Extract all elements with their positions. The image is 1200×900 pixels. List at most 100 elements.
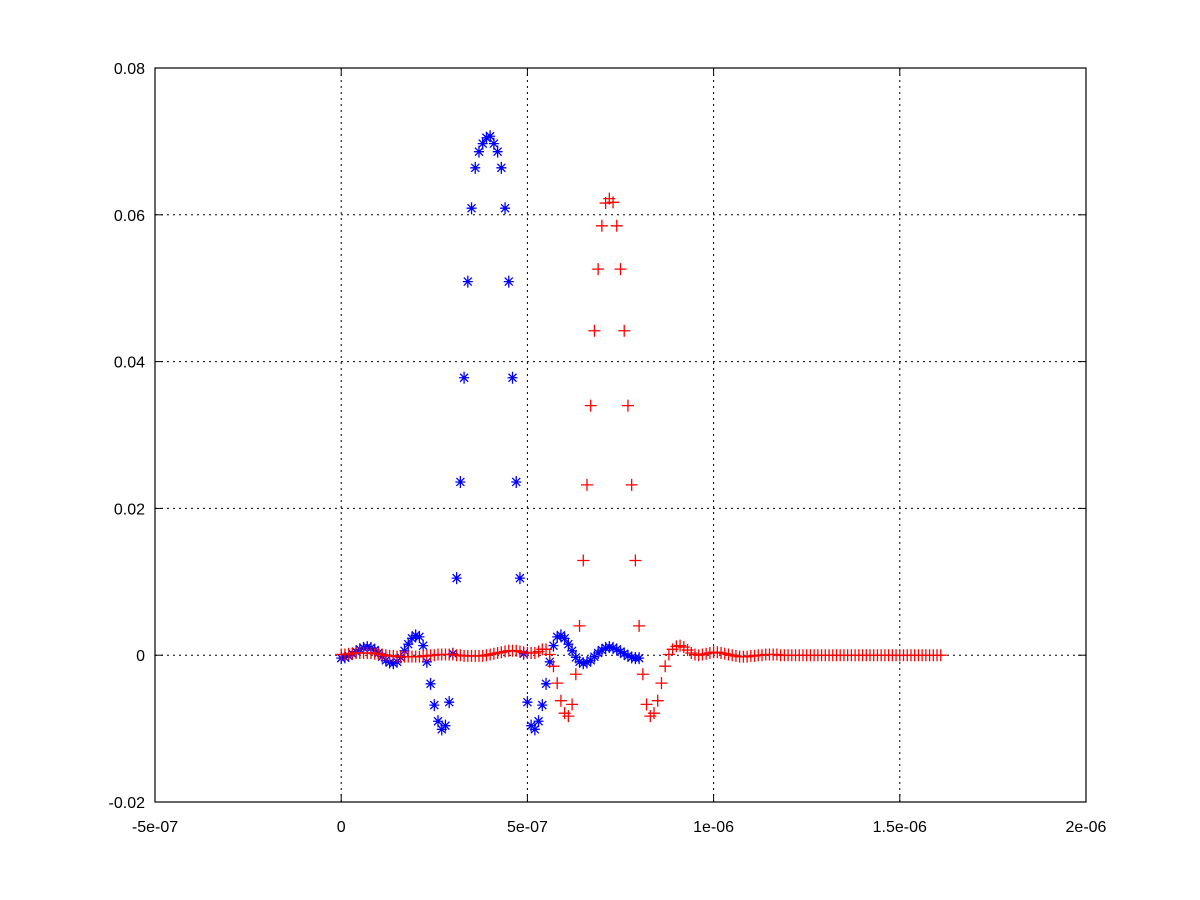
data-point — [596, 644, 607, 657]
data-point — [554, 694, 567, 707]
x-tick-label: 2e-06 — [1066, 819, 1107, 836]
y-tick-label: -0.02 — [109, 795, 146, 812]
data-point — [433, 715, 444, 728]
data-point — [625, 478, 638, 491]
y-tick-label: 0.08 — [114, 61, 145, 78]
x-tick-label: -5e-07 — [132, 819, 178, 836]
x-tick-label: 5e-07 — [507, 819, 548, 836]
data-point — [485, 130, 496, 143]
data-point — [511, 475, 522, 488]
data-point — [514, 572, 525, 585]
data-point — [659, 660, 672, 673]
data-point — [533, 715, 544, 728]
data-point — [425, 677, 436, 690]
data-point — [529, 723, 540, 736]
data-point — [562, 710, 575, 723]
data-point — [466, 202, 477, 215]
data-point — [570, 651, 581, 664]
data-point — [496, 161, 507, 174]
data-point — [621, 399, 634, 412]
data-point — [410, 629, 421, 642]
y-tick-label: 0.06 — [114, 208, 145, 225]
data-point — [537, 699, 548, 712]
data-point — [500, 202, 511, 215]
data-point — [384, 656, 395, 669]
data-point — [451, 572, 462, 585]
data-point — [592, 263, 605, 276]
data-point — [581, 656, 592, 669]
data-point — [492, 145, 503, 158]
data-point — [543, 648, 556, 661]
data-point — [636, 668, 649, 681]
data-point — [566, 698, 579, 711]
data-point — [444, 696, 455, 709]
data-point — [633, 619, 646, 632]
data-point — [429, 699, 440, 712]
data-point — [629, 554, 642, 567]
data-point — [651, 694, 664, 707]
data-point — [611, 643, 622, 656]
data-point — [455, 475, 466, 488]
data-point — [551, 677, 564, 690]
data-point — [588, 324, 601, 337]
y-tick-label: 0.02 — [114, 501, 145, 518]
series-1-points — [335, 192, 947, 723]
data-point — [615, 645, 626, 658]
data-point — [567, 644, 578, 657]
y-tick-label: 0.04 — [114, 355, 145, 372]
data-point — [934, 649, 947, 662]
data-point — [655, 677, 668, 690]
data-point — [541, 677, 552, 690]
data-point — [477, 137, 488, 150]
data-point — [414, 630, 425, 643]
data-point — [459, 371, 470, 384]
data-point — [503, 275, 514, 288]
y-tick-label: 0 — [136, 648, 145, 665]
data-point — [481, 131, 492, 144]
data-point — [418, 639, 429, 652]
data-point — [462, 275, 473, 288]
data-point — [595, 219, 608, 232]
data-point — [473, 145, 484, 158]
series-layer — [335, 130, 947, 736]
data-point — [584, 399, 597, 412]
plot-frame — [154, 67, 1087, 803]
data-point — [622, 649, 633, 662]
data-point — [604, 641, 615, 654]
data-point — [573, 619, 586, 632]
data-point — [648, 707, 661, 720]
data-point — [403, 638, 414, 651]
data-point — [610, 219, 623, 232]
data-point — [614, 263, 627, 276]
data-point — [580, 478, 593, 491]
data-point — [574, 655, 585, 668]
x-tick-label: 1e-06 — [693, 819, 734, 836]
data-point — [440, 719, 451, 732]
data-point — [388, 657, 399, 670]
axis-ticks: -5e-07 0 5e-07 1e-06 1.5e-06 2e-06 -0.02 0 0.02 0… — [109, 61, 1107, 836]
data-point — [470, 161, 481, 174]
data-point — [544, 655, 555, 668]
x-tick-label: 0 — [337, 819, 346, 836]
data-point — [507, 371, 518, 384]
data-point — [569, 668, 582, 681]
data-point — [618, 324, 631, 337]
data-point — [559, 632, 570, 645]
data-point — [607, 196, 620, 209]
data-point — [547, 660, 560, 673]
data-point — [578, 657, 589, 670]
x-tick-label: 1.5e-06 — [873, 819, 927, 836]
data-point — [608, 641, 619, 654]
data-point — [522, 696, 533, 709]
data-point — [634, 652, 645, 665]
data-point — [552, 630, 563, 643]
data-point — [626, 651, 637, 664]
data-point — [488, 137, 499, 150]
data-point — [577, 554, 590, 567]
data-point — [619, 647, 630, 660]
data-point — [548, 639, 559, 652]
data-point — [600, 641, 611, 654]
data-point — [563, 638, 574, 651]
